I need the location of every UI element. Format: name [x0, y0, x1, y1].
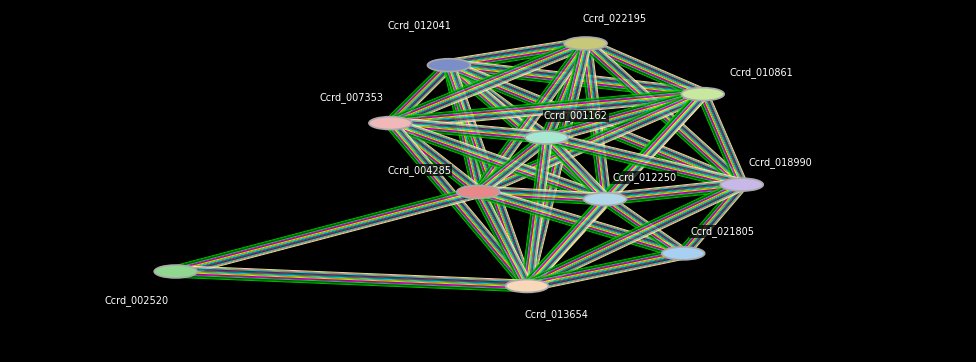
Text: Ccrd_002520: Ccrd_002520	[104, 295, 169, 306]
Ellipse shape	[681, 88, 724, 101]
Ellipse shape	[369, 117, 412, 130]
Text: Ccrd_012250: Ccrd_012250	[612, 172, 676, 183]
Text: Ccrd_013654: Ccrd_013654	[524, 310, 589, 320]
Text: Ccrd_004285: Ccrd_004285	[387, 165, 452, 176]
Ellipse shape	[584, 193, 627, 206]
Text: Ccrd_018990: Ccrd_018990	[749, 157, 813, 168]
Text: Ccrd_007353: Ccrd_007353	[319, 92, 384, 103]
Ellipse shape	[564, 37, 607, 50]
Ellipse shape	[154, 265, 197, 278]
Text: Ccrd_022195: Ccrd_022195	[583, 13, 647, 24]
Ellipse shape	[506, 279, 549, 292]
Ellipse shape	[457, 185, 500, 198]
Ellipse shape	[525, 131, 568, 144]
Text: Ccrd_012041: Ccrd_012041	[387, 20, 452, 31]
Text: Ccrd_010861: Ccrd_010861	[729, 67, 793, 78]
Ellipse shape	[720, 178, 763, 191]
Text: Ccrd_021805: Ccrd_021805	[690, 226, 754, 237]
Ellipse shape	[662, 247, 705, 260]
Ellipse shape	[427, 59, 470, 72]
Text: Ccrd_001162: Ccrd_001162	[544, 110, 608, 121]
